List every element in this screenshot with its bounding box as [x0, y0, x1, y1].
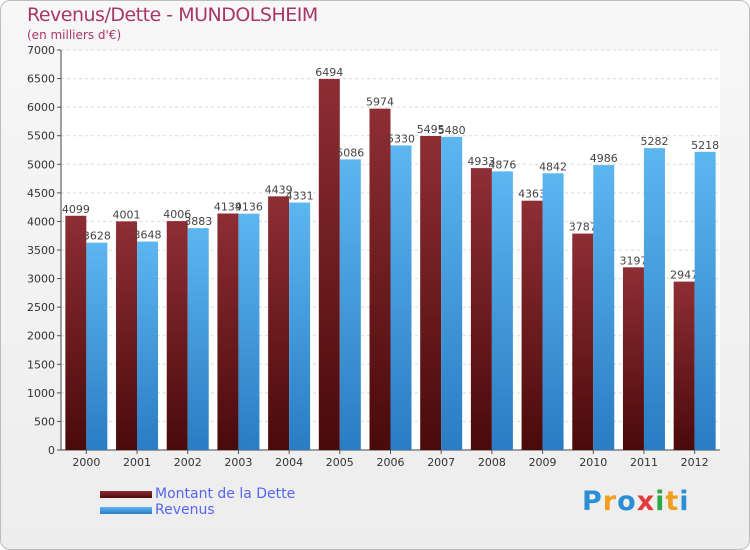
y-tick-label: 0 [48, 444, 55, 457]
x-tick-label: 2012 [681, 456, 709, 469]
x-tick-label: 2009 [529, 456, 557, 469]
y-tick-label: 1500 [27, 358, 55, 371]
bar-dette [268, 196, 290, 450]
x-tick-label: 2007 [427, 456, 455, 469]
bar-dette [622, 267, 644, 450]
data-label: 4136 [235, 201, 263, 214]
data-label: 4006 [163, 208, 191, 221]
bar-dette [470, 168, 492, 450]
logo-letter: i [655, 486, 666, 517]
data-label: 3628 [83, 230, 111, 243]
y-tick-label: 6000 [27, 101, 55, 114]
x-tick-label: 2008 [478, 456, 506, 469]
bar-dette [521, 200, 543, 450]
legend-item-dette: Montant de la Dette [100, 486, 295, 502]
legend-swatch-dette [100, 490, 152, 498]
bar-revenus [339, 159, 361, 450]
bar-dette [318, 78, 340, 451]
bar-dette [572, 233, 594, 450]
bar-dette [673, 281, 695, 450]
data-label: 4842 [539, 160, 567, 173]
bar-revenus [643, 148, 665, 450]
bar-revenus [86, 242, 108, 450]
chart-subtitle: (en milliers d'€) [27, 28, 122, 42]
data-label: 5495 [417, 123, 445, 136]
data-label: 3648 [134, 229, 162, 242]
bar-revenus [137, 241, 159, 450]
bar-revenus [187, 228, 209, 450]
data-label: 4933 [467, 155, 495, 168]
y-tick-label: 7000 [27, 44, 55, 57]
y-tick-label: 5500 [27, 130, 55, 143]
data-label: 4986 [590, 152, 618, 165]
y-tick-label: 1000 [27, 387, 55, 400]
x-tick-label: 2004 [275, 456, 303, 469]
data-label: 4876 [488, 158, 516, 171]
data-label: 5974 [366, 96, 394, 109]
data-label: 4363 [518, 188, 546, 201]
y-tick-label: 3000 [27, 273, 55, 286]
y-tick-label: 6500 [27, 73, 55, 86]
data-label: 3787 [569, 221, 597, 234]
y-tick-label: 4000 [27, 215, 55, 228]
y-tick-label: 2000 [27, 330, 55, 343]
proxiti-logo: Proxiti [582, 486, 690, 517]
bar-dette [166, 221, 188, 450]
x-tick-label: 2010 [579, 456, 607, 469]
logo-letter: o [617, 486, 637, 517]
bar-dette [65, 215, 87, 450]
bar-dette [420, 136, 442, 450]
y-tick-label: 4500 [27, 187, 55, 200]
data-label: 4001 [113, 208, 141, 221]
legend: Montant de la Dette Revenus [100, 486, 295, 518]
chart-title: Revenus/Dette - MUNDOLSHEIM [27, 4, 318, 26]
legend-swatch-revenus [100, 506, 152, 514]
data-label: 4439 [265, 183, 293, 196]
logo-letter: P [582, 486, 603, 517]
data-label: 5282 [640, 135, 668, 148]
legend-label-revenus: Revenus [155, 502, 215, 518]
x-tick-label: 2006 [377, 456, 405, 469]
data-label: 5330 [387, 132, 415, 145]
x-tick-label: 2011 [630, 456, 658, 469]
data-label: 5218 [691, 139, 719, 152]
logo-letter: t [665, 486, 680, 517]
bar-revenus [542, 173, 564, 451]
y-tick-label: 500 [34, 415, 55, 428]
bar-dette [116, 221, 138, 450]
data-label: 3197 [619, 254, 647, 267]
bar-revenus [289, 202, 311, 450]
bar-revenus [491, 171, 513, 450]
bar-revenus [390, 145, 412, 450]
y-tick-label: 2500 [27, 301, 55, 314]
bar-revenus [593, 165, 615, 451]
bar-revenus [441, 136, 463, 450]
legend-item-revenus: Revenus [100, 502, 295, 518]
data-label: 6494 [315, 66, 343, 79]
x-tick-label: 2002 [174, 456, 202, 469]
data-label: 5086 [336, 146, 364, 159]
data-label: 2947 [670, 269, 698, 282]
y-tick-label: 3500 [27, 244, 55, 257]
x-tick-label: 2003 [224, 456, 252, 469]
data-label: 4099 [62, 203, 90, 216]
x-tick-label: 2001 [123, 456, 151, 469]
logo-letter: r [602, 486, 618, 517]
logo-letter: x [636, 486, 656, 517]
bar-dette [217, 213, 239, 450]
data-label: 4139 [214, 200, 242, 213]
data-label: 5480 [438, 124, 466, 137]
data-label: 4331 [286, 190, 314, 203]
legend-label-dette: Montant de la Dette [155, 486, 296, 502]
y-tick-label: 5000 [27, 158, 55, 171]
x-tick-label: 2005 [326, 456, 354, 469]
x-tick-label: 2000 [72, 456, 100, 469]
logo-letter: i [679, 486, 690, 517]
bar-dette [369, 108, 391, 450]
bar-revenus [238, 213, 260, 450]
data-label: 3883 [184, 215, 212, 228]
bar-revenus [694, 151, 716, 451]
